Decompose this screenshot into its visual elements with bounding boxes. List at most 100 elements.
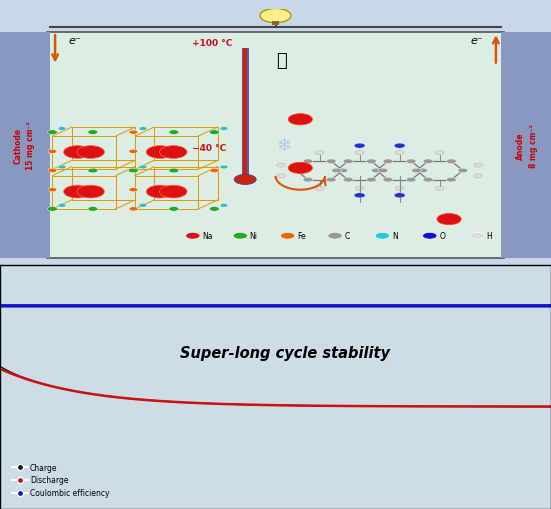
Text: N: N [392,232,397,241]
Circle shape [88,207,98,212]
Text: Fe: Fe [297,232,306,241]
Circle shape [169,169,179,174]
Bar [0,33,50,258]
Circle shape [435,151,444,155]
Circle shape [378,169,388,174]
Circle shape [394,144,405,149]
Circle shape [303,160,313,164]
Circle shape [328,233,342,240]
Circle shape [58,204,66,208]
Circle shape [128,169,138,174]
Circle shape [233,233,247,240]
Circle shape [277,164,285,168]
Circle shape [139,128,147,131]
Circle shape [474,175,483,179]
Circle shape [435,187,444,191]
Text: Super-long cycle stability: Super-long cycle stability [180,346,390,361]
Circle shape [129,131,138,135]
Circle shape [395,187,404,191]
Circle shape [338,169,348,174]
Circle shape [77,186,105,199]
Circle shape [412,169,422,174]
Circle shape [48,150,57,154]
Circle shape [160,186,187,199]
Circle shape [326,178,336,183]
Circle shape [63,186,91,199]
Circle shape [48,188,57,192]
Text: +100 °C: +100 °C [192,39,233,48]
Circle shape [394,193,405,199]
Circle shape [169,131,179,135]
Circle shape [354,193,365,199]
Circle shape [355,187,364,191]
Bar [501,33,551,258]
Circle shape [48,169,57,173]
Circle shape [446,178,456,183]
Circle shape [423,160,433,164]
Circle shape [418,169,428,174]
Circle shape [354,144,365,149]
Circle shape [47,131,57,135]
Circle shape [371,169,381,174]
Circle shape [210,169,219,173]
Circle shape [234,175,256,185]
Circle shape [446,160,456,164]
Bar [242,48,248,178]
Circle shape [77,146,105,159]
Circle shape [129,188,138,192]
Circle shape [458,169,468,174]
Circle shape [169,207,179,212]
Circle shape [291,169,301,174]
Circle shape [383,160,393,164]
Circle shape [260,9,291,24]
Circle shape [139,166,147,169]
Circle shape [343,178,353,183]
Circle shape [220,166,228,169]
Text: e⁻: e⁻ [470,36,483,46]
Circle shape [332,169,342,174]
Circle shape [63,146,91,159]
Circle shape [343,160,353,164]
Circle shape [315,187,324,191]
Circle shape [423,233,437,240]
Circle shape [88,131,98,135]
Legend: Charge, Discharge, Coulombic efficiency: Charge, Discharge, Coulombic efficiency [9,460,112,500]
Circle shape [474,164,483,168]
Circle shape [186,233,200,240]
Text: −40 °C: −40 °C [192,144,226,153]
Text: H: H [487,232,492,241]
Text: O: O [439,232,445,241]
Circle shape [209,207,219,212]
Circle shape [220,128,228,131]
Circle shape [147,146,174,159]
Circle shape [288,163,312,174]
Circle shape [315,151,324,155]
Text: e⁻: e⁻ [68,36,81,46]
Text: Na: Na [202,232,213,241]
Circle shape [395,151,404,155]
Circle shape [220,204,228,208]
Circle shape [209,131,219,135]
Text: C: C [344,232,350,241]
Bar [243,49,247,177]
Circle shape [355,151,364,155]
Circle shape [406,160,416,164]
Circle shape [326,160,336,164]
FancyBboxPatch shape [47,33,504,258]
Bar [272,22,279,26]
Circle shape [129,208,138,212]
Circle shape [160,146,187,159]
Circle shape [139,204,147,208]
Circle shape [280,233,295,240]
Circle shape [58,128,66,131]
Circle shape [88,169,98,174]
Text: 🔥: 🔥 [276,52,287,70]
Text: Cathode
15 mg cm⁻²: Cathode 15 mg cm⁻² [13,121,35,170]
Circle shape [277,175,285,179]
Circle shape [47,207,57,212]
Circle shape [437,214,461,225]
Circle shape [58,166,66,169]
Text: Anode
8 mg cm⁻²: Anode 8 mg cm⁻² [516,124,538,167]
Circle shape [288,115,312,126]
Circle shape [129,150,138,154]
